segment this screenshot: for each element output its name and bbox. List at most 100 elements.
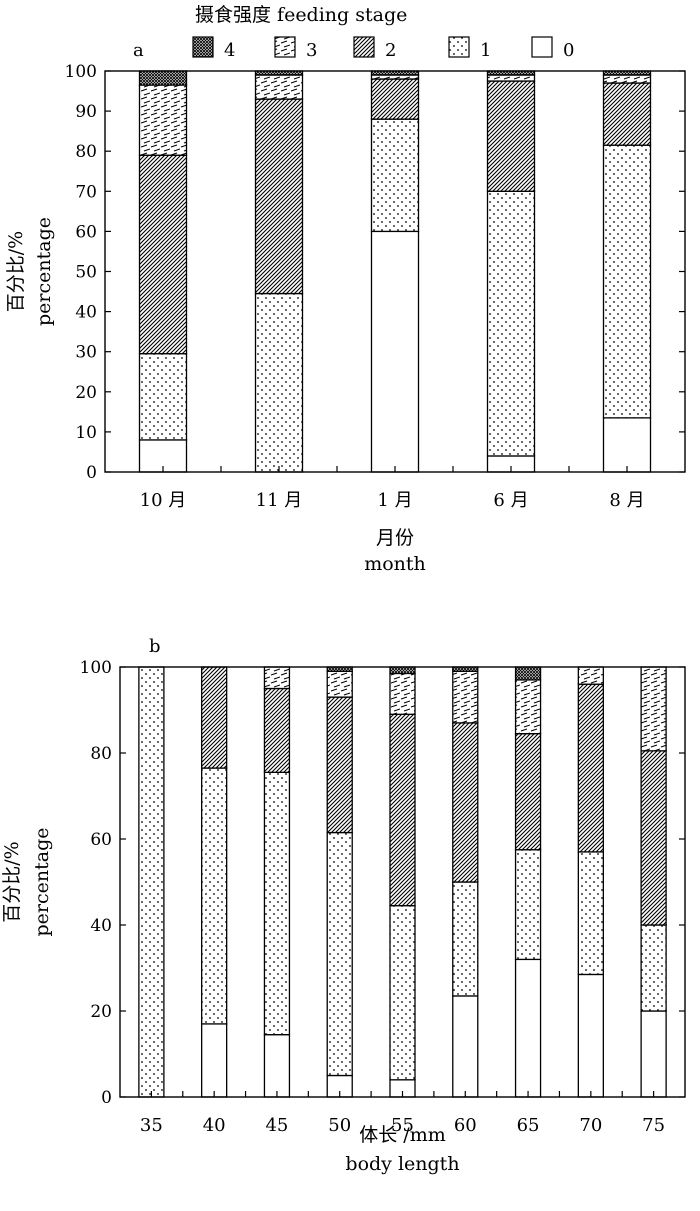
bar-stack (602, 70, 652, 473)
x-tick-label: 1 月 (377, 490, 412, 511)
y-tick-label: 20 (75, 383, 97, 403)
legend-label-3: 3 (306, 40, 317, 61)
bar-segment-2 (452, 722, 479, 883)
bar-segment-3 (577, 666, 604, 685)
y-tick-label: 10 (75, 423, 97, 443)
y-tick-label: 0 (86, 463, 97, 483)
x-tick-label: 70 (579, 1115, 602, 1136)
x-tick-label: 45 (265, 1115, 288, 1136)
y-tick-label: 40 (90, 916, 112, 936)
bar-segment-2 (326, 696, 353, 834)
legend-swatch-4 (192, 36, 214, 58)
bar-segment-2 (201, 666, 228, 769)
bar-segment-2 (370, 78, 420, 120)
legend-label-4: 4 (224, 40, 235, 61)
y-tick-label: 0 (101, 1088, 112, 1108)
bar-segment-3 (326, 670, 353, 698)
x-tick-label: 50 (328, 1115, 351, 1136)
panel-label: a (133, 40, 144, 61)
bar-stack (514, 666, 542, 1098)
bar-segment-1 (326, 831, 353, 1077)
bar-segment-4 (514, 666, 542, 681)
bar-segment-3 (263, 666, 291, 690)
y-tick-label: 80 (90, 744, 112, 764)
y-tick-label: 70 (75, 182, 97, 202)
x-tick-label: 75 (642, 1115, 665, 1136)
x-axis-label-en: body length (345, 1153, 459, 1175)
bar-segment-4 (389, 666, 416, 675)
bar-segment-3 (514, 679, 542, 735)
bar-segment-3 (254, 74, 304, 100)
bar-segment-1 (201, 767, 228, 1025)
bar-stack (138, 70, 188, 473)
bar-segment-2 (577, 683, 604, 853)
bar-stack (640, 666, 667, 1098)
bar-segment-1 (138, 353, 188, 441)
x-tick-label: 11 月 (256, 490, 303, 511)
x-axis-label-cn: 月份 (376, 527, 414, 549)
y-axis-label-en: percentage (33, 217, 55, 326)
bar-segment-0 (452, 995, 479, 1098)
bar-segment-1 (640, 924, 667, 1012)
x-tick-label: 10 月 (140, 490, 187, 511)
plot-frame (119, 666, 686, 1098)
legend-swatch-0 (531, 36, 553, 58)
bar-stack (254, 70, 304, 473)
legend-title: 摄食强度 feeding stage (195, 4, 407, 26)
bar-stack (138, 666, 165, 1098)
bar-segment-3 (138, 84, 188, 156)
bar-segment-3 (602, 74, 652, 84)
bar-segment-1 (370, 118, 420, 233)
bar-segment-0 (370, 230, 420, 473)
x-tick-label: 65 (517, 1115, 540, 1136)
bar-segment-0 (201, 1023, 228, 1098)
bar-segment-0 (602, 417, 652, 473)
y-tick-label: 90 (75, 102, 97, 122)
bar-segment-2 (640, 750, 667, 926)
bar-segment-1 (514, 849, 542, 961)
bar-stack (452, 666, 479, 1098)
bar-segment-3 (640, 666, 667, 752)
legend: 4 3 2 1 0 (192, 36, 574, 61)
y-tick-label: 60 (75, 222, 97, 242)
legend-swatch-1 (448, 36, 470, 58)
bar-segment-2 (389, 713, 416, 907)
legend-label-2: 2 (385, 40, 396, 61)
bar-stack (326, 666, 353, 1098)
chart-panel-b: b 35 40 45 50 55 60 65 70 75 0 20 40 60 80 100 百分比/% perc… (1, 636, 686, 1175)
bar-segment-1 (452, 881, 479, 997)
y-tick-label: 100 (80, 658, 112, 678)
bar-stack (201, 666, 228, 1098)
legend-label-0: 0 (563, 40, 574, 61)
bar-stack (486, 70, 536, 473)
bar-segment-3 (452, 670, 479, 724)
y-tick-label: 80 (75, 142, 97, 162)
y-tick-label: 100 (65, 62, 97, 82)
bar-segment-1 (577, 851, 604, 976)
x-tick-label: 55 (391, 1115, 414, 1136)
x-tick-label: 40 (203, 1115, 226, 1136)
legend-swatch-3 (274, 36, 296, 58)
bar-stack (577, 666, 604, 1098)
bar-stack (370, 70, 420, 473)
x-tick-label: 8 月 (609, 490, 644, 511)
y-axis-label-cn: 百分比/% (5, 231, 27, 312)
y-tick-label: 30 (75, 343, 97, 363)
y-tick-label: 60 (90, 830, 112, 850)
bar-segment-1 (602, 144, 652, 419)
y-tick-label: 20 (90, 1002, 112, 1022)
bar-segment-0 (263, 1034, 291, 1098)
bar-segment-2 (254, 98, 304, 295)
bar-segment-2 (263, 687, 291, 773)
bar-segment-1 (389, 905, 416, 1081)
bar-segment-0 (514, 958, 542, 1098)
y-axis-label-en: percentage (31, 828, 53, 937)
bar-segment-2 (486, 80, 536, 192)
legend-swatch-2 (353, 36, 375, 58)
bar-segment-1 (263, 771, 291, 1036)
x-tick-label: 6 月 (493, 490, 528, 511)
x-tick-label: 60 (454, 1115, 477, 1136)
y-tick-label: 50 (75, 263, 97, 283)
